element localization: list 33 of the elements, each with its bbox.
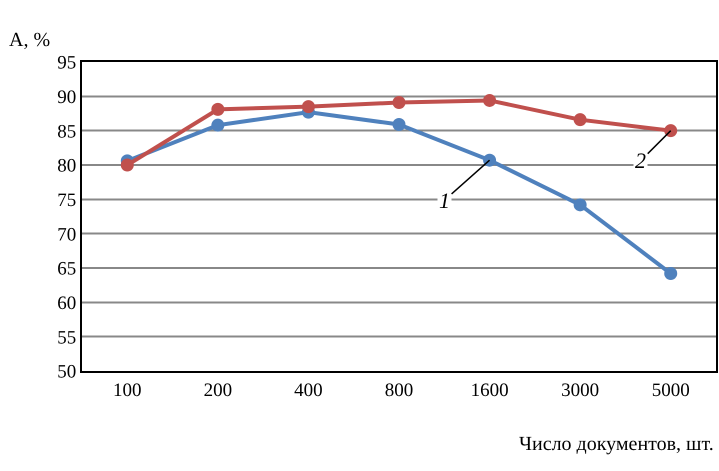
y-tick-label: 95 [57,52,76,74]
y-tick-label: 75 [57,190,76,211]
y-tick-label: 55 [57,327,76,348]
y-tick-label: 60 [57,292,76,314]
y-tick-label: 65 [57,258,76,280]
y-tick-label: 80 [57,156,76,177]
y-axis-title: А, % [9,29,50,51]
y-tick-label: 90 [57,86,76,108]
y-tick-label: 50 [57,362,76,383]
point [302,100,315,114]
x-tick-label: 800 [384,380,414,401]
x-axis-title: Число документов, шт. [519,433,714,455]
point [574,113,587,126]
x-tick-label: 3000 [561,380,600,401]
point [483,94,496,107]
y-tick-label: 85 [57,121,76,142]
point [664,124,678,138]
point [211,102,224,116]
x-tick-label: 100 [113,380,142,401]
annotation: 1 [439,188,450,213]
point [574,198,587,212]
point [483,154,496,167]
point [392,96,406,110]
y-tick-label: 70 [57,224,76,246]
x-tick-label: 200 [204,380,232,401]
point [120,158,134,172]
x-tick-label: 1600 [470,380,509,401]
x-tick-label: 400 [294,380,323,401]
annotation: 2 [635,148,646,173]
x-tick-label: 5000 [652,380,690,401]
point [211,118,224,132]
point [664,266,678,280]
point [392,118,406,131]
